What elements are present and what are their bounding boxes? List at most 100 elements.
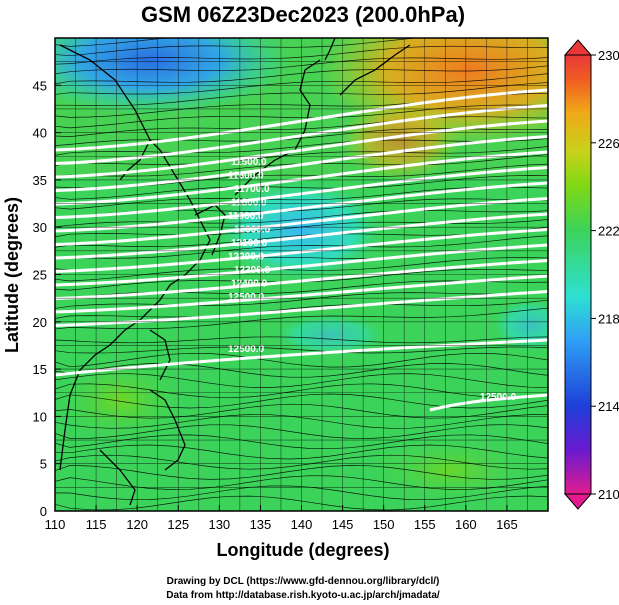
streamline bbox=[55, 235, 548, 259]
y-tick-label: 30 bbox=[33, 220, 47, 235]
contour-label: 11500.0 bbox=[231, 157, 267, 168]
coastline-sakhalin bbox=[324, 38, 336, 61]
streamline bbox=[55, 186, 548, 210]
y-tick-label: 5 bbox=[40, 457, 47, 472]
streamline bbox=[55, 352, 548, 368]
x-tick-label: 155 bbox=[414, 517, 436, 532]
contour-label: 11900.0 bbox=[228, 211, 264, 222]
streamline bbox=[55, 65, 548, 85]
height-contour bbox=[55, 228, 548, 273]
streamline bbox=[55, 146, 548, 166]
contour-label: 12100.0 bbox=[231, 238, 268, 249]
y-axis-label: Latitude (degrees) bbox=[2, 197, 22, 353]
colorbar-labels: 230 226 222 218 214 210 bbox=[591, 48, 619, 502]
x-tick-label: 120 bbox=[126, 517, 148, 532]
colorbar-max-arrow bbox=[563, 39, 593, 56]
x-tick-label: 130 bbox=[208, 517, 230, 532]
y-tick-label: 15 bbox=[33, 362, 47, 377]
x-tick-label: 150 bbox=[373, 517, 395, 532]
streamline bbox=[55, 257, 548, 282]
streamline bbox=[55, 424, 548, 439]
streamline bbox=[55, 444, 548, 460]
streamline bbox=[55, 175, 548, 200]
contour-label: 11800.0 bbox=[231, 198, 267, 209]
contour-label: 12500.0 bbox=[228, 292, 265, 303]
colorbar-label: 222 bbox=[598, 224, 619, 239]
colorbar-label: 218 bbox=[598, 311, 619, 326]
height-contour bbox=[55, 259, 548, 300]
coastlines bbox=[59, 38, 411, 506]
y-tick-label: 45 bbox=[33, 78, 47, 93]
warm-region-tropics-west bbox=[55, 355, 190, 445]
cold-region-subtropical bbox=[270, 313, 390, 357]
coastline-korea bbox=[194, 204, 226, 256]
height-contour bbox=[55, 88, 548, 152]
contour-label: 12300.0 bbox=[234, 265, 271, 276]
height-contour bbox=[55, 212, 548, 260]
streamline bbox=[55, 383, 548, 399]
streamline bbox=[55, 299, 548, 319]
contour-labels: 12500.0 12400.0 12300.0 12200.0 12100.0 12000… bbox=[228, 157, 517, 403]
streamline bbox=[55, 363, 548, 378]
contour-label: 12200.0 bbox=[228, 252, 265, 263]
contour-label: 12500.0 bbox=[228, 344, 265, 355]
y-tick-label: 25 bbox=[33, 268, 47, 283]
x-tick-label: 145 bbox=[332, 517, 354, 532]
x-tick-label: 135 bbox=[250, 517, 272, 532]
streamline bbox=[55, 57, 548, 75]
streamline bbox=[55, 336, 548, 344]
streamline bbox=[55, 116, 548, 137]
height-contour bbox=[55, 166, 548, 219]
streamline bbox=[55, 373, 548, 388]
grid-lines bbox=[55, 38, 548, 511]
y-tick-label: 0 bbox=[40, 504, 47, 519]
x-tick-label: 140 bbox=[291, 517, 313, 532]
x-axis-label: Longitude (degrees) bbox=[216, 540, 389, 560]
streamline bbox=[55, 465, 548, 480]
contour-label: 11700.0 bbox=[234, 184, 270, 195]
y-axis-ticks: 0 5 10 15 20 25 30 35 40 45 bbox=[33, 78, 61, 519]
cold-region-northwest bbox=[55, 38, 290, 115]
y-tick-label: 20 bbox=[33, 315, 47, 330]
y-tick-label: 40 bbox=[33, 126, 47, 141]
height-contour bbox=[429, 393, 548, 412]
streamline bbox=[55, 291, 548, 309]
contour-label: 12400.0 bbox=[231, 279, 268, 290]
contour-label: 11600.0 bbox=[228, 171, 264, 182]
credit-data: Data from http://database.rish.kyoto-u.a… bbox=[166, 590, 440, 601]
coastline-philippines bbox=[149, 389, 186, 471]
colorbar-gradient bbox=[564, 54, 592, 495]
streamline bbox=[55, 454, 548, 470]
streamline bbox=[55, 210, 548, 228]
streamline bbox=[55, 346, 548, 354]
colorbar-label: 214 bbox=[598, 399, 619, 414]
streamline bbox=[55, 38, 170, 47]
streamline bbox=[55, 434, 548, 450]
height-contour bbox=[55, 135, 548, 192]
coastline-bohai bbox=[119, 139, 151, 181]
streamline bbox=[55, 414, 548, 429]
coastline-asia-mainland bbox=[59, 44, 211, 471]
streamline bbox=[55, 104, 548, 129]
x-tick-label: 125 bbox=[167, 517, 189, 532]
streamline bbox=[55, 45, 548, 65]
contour-label: 12000.0 bbox=[234, 225, 271, 236]
x-tick-label: 160 bbox=[455, 517, 477, 532]
colorbar-min-arrow bbox=[563, 493, 593, 510]
y-tick-label: 10 bbox=[33, 409, 47, 424]
height-contour bbox=[55, 243, 548, 287]
height-contour bbox=[55, 274, 548, 314]
colorbar: 230 226 222 218 214 210 bbox=[563, 39, 619, 510]
coastline-borneo bbox=[99, 449, 136, 506]
contour-label: 12500.0 bbox=[480, 392, 517, 403]
streamline bbox=[55, 393, 548, 409]
height-contour bbox=[55, 119, 548, 179]
streamline bbox=[55, 307, 548, 330]
chart-title: GSM 06Z23Dec2023 (200.0hPa) bbox=[141, 2, 465, 27]
x-axis-ticks: 110 115 120 125 130 135 140 145 150 155 160 165 bbox=[45, 505, 518, 532]
colorbar-label: 210 bbox=[598, 487, 619, 502]
colorbar-label: 226 bbox=[598, 136, 619, 151]
y-tick-label: 35 bbox=[33, 173, 47, 188]
streamline bbox=[55, 495, 548, 511]
